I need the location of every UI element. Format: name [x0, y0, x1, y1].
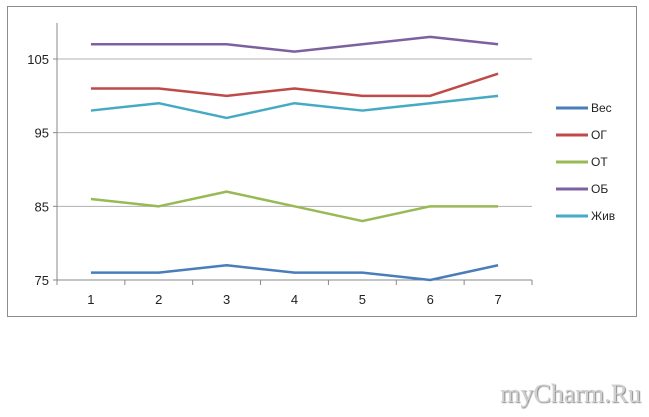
- x-tick-label: 4: [291, 292, 298, 307]
- series-line-3: [90, 190, 499, 223]
- x-tick-label: 3: [223, 292, 230, 307]
- x-tick-label: 6: [427, 292, 434, 307]
- legend-label: Жив: [591, 209, 615, 223]
- x-tick-label: 1: [87, 292, 94, 307]
- y-tick-label: 95: [35, 126, 49, 141]
- legend-label: Вес: [591, 101, 612, 115]
- legend-label: ОБ: [591, 182, 608, 196]
- legend-label: ОГ: [591, 128, 607, 142]
- series-line-4: [90, 35, 499, 53]
- x-tick-label: 2: [155, 292, 162, 307]
- y-tick-label: 105: [27, 52, 49, 67]
- chart-frame: [7, 6, 637, 317]
- y-tick-label: 75: [35, 273, 49, 288]
- watermark: myCharm.Ru: [500, 379, 641, 408]
- series-line-2: [90, 72, 499, 98]
- series-line-5: [90, 94, 499, 120]
- x-tick-label: 7: [494, 292, 501, 307]
- y-tick-label: 85: [35, 199, 49, 214]
- series-line-1: [90, 264, 499, 282]
- x-tick-label: 5: [359, 292, 366, 307]
- legend-label: ОТ: [591, 155, 608, 169]
